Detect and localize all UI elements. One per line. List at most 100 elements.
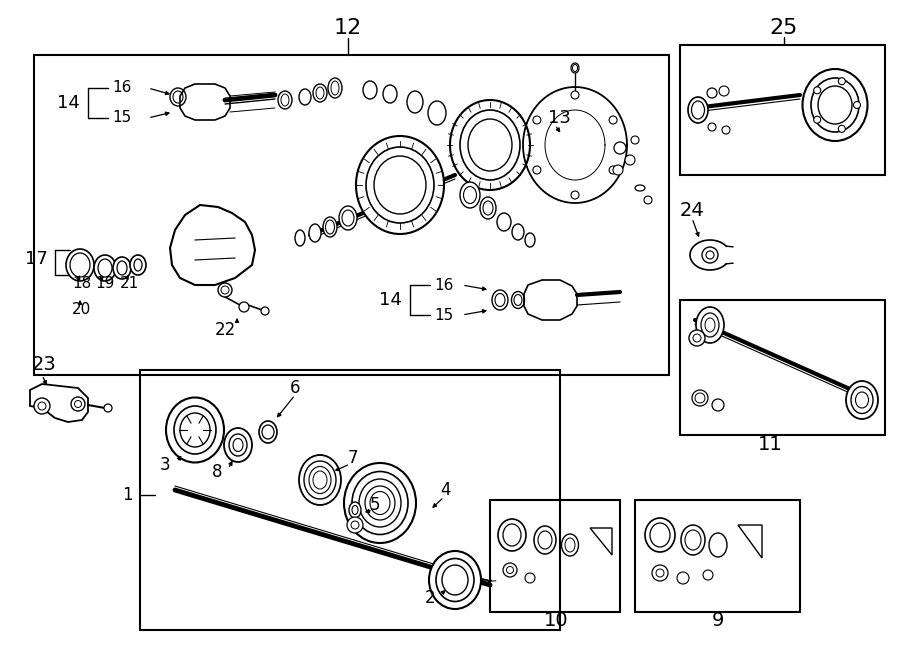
Ellipse shape: [356, 136, 444, 234]
Ellipse shape: [407, 91, 423, 113]
Ellipse shape: [331, 81, 339, 95]
Circle shape: [104, 404, 112, 412]
Ellipse shape: [323, 217, 337, 237]
Ellipse shape: [342, 210, 354, 226]
Text: 24: 24: [680, 200, 705, 219]
Ellipse shape: [304, 461, 336, 499]
Circle shape: [34, 398, 50, 414]
Ellipse shape: [450, 100, 530, 190]
Ellipse shape: [691, 101, 705, 119]
Ellipse shape: [856, 392, 868, 408]
Ellipse shape: [370, 492, 390, 514]
Text: 9: 9: [712, 611, 724, 629]
Ellipse shape: [525, 233, 535, 247]
Ellipse shape: [442, 565, 468, 595]
Ellipse shape: [117, 261, 127, 275]
Ellipse shape: [851, 387, 873, 414]
Ellipse shape: [572, 65, 578, 71]
Circle shape: [75, 401, 82, 407]
Ellipse shape: [359, 479, 401, 527]
Ellipse shape: [374, 156, 426, 214]
Text: 18: 18: [72, 276, 91, 290]
Circle shape: [38, 402, 46, 410]
Ellipse shape: [534, 526, 556, 554]
Ellipse shape: [363, 81, 377, 99]
Text: 15: 15: [112, 110, 131, 126]
Circle shape: [507, 566, 514, 574]
Text: 20: 20: [72, 303, 91, 317]
Circle shape: [689, 330, 705, 346]
Ellipse shape: [166, 397, 224, 463]
Text: 11: 11: [758, 436, 782, 455]
Circle shape: [614, 142, 626, 154]
Circle shape: [706, 251, 714, 259]
Circle shape: [702, 247, 718, 263]
Ellipse shape: [130, 255, 146, 275]
Circle shape: [71, 397, 85, 411]
Circle shape: [693, 334, 701, 342]
Text: 4: 4: [440, 481, 451, 499]
Ellipse shape: [180, 413, 210, 447]
Text: 3: 3: [159, 456, 170, 474]
Circle shape: [261, 307, 269, 315]
Circle shape: [221, 286, 229, 294]
Ellipse shape: [562, 534, 579, 556]
Ellipse shape: [571, 63, 579, 73]
Ellipse shape: [309, 467, 331, 494]
Circle shape: [712, 399, 724, 411]
Ellipse shape: [326, 220, 335, 234]
Circle shape: [609, 116, 617, 124]
Ellipse shape: [98, 259, 112, 277]
Circle shape: [652, 565, 668, 581]
Ellipse shape: [464, 186, 476, 204]
Ellipse shape: [278, 91, 292, 109]
Circle shape: [613, 165, 623, 175]
Bar: [490, 500, 620, 612]
Bar: [34, 55, 669, 375]
Ellipse shape: [497, 213, 511, 231]
Ellipse shape: [688, 97, 708, 123]
Ellipse shape: [70, 253, 90, 277]
Circle shape: [218, 283, 232, 297]
Ellipse shape: [233, 438, 243, 451]
Circle shape: [533, 116, 541, 124]
Ellipse shape: [696, 307, 724, 343]
Ellipse shape: [514, 295, 522, 305]
Ellipse shape: [709, 533, 727, 557]
Text: 7: 7: [348, 449, 358, 467]
Text: 25: 25: [770, 18, 798, 38]
Ellipse shape: [170, 88, 186, 106]
Ellipse shape: [352, 471, 408, 535]
Ellipse shape: [328, 78, 342, 98]
Text: 19: 19: [95, 276, 114, 290]
Circle shape: [677, 572, 689, 584]
Circle shape: [719, 86, 729, 96]
Ellipse shape: [846, 381, 878, 419]
Ellipse shape: [512, 224, 524, 240]
Circle shape: [703, 570, 713, 580]
Circle shape: [609, 166, 617, 174]
Text: 23: 23: [32, 356, 57, 375]
Ellipse shape: [483, 201, 493, 215]
Bar: [680, 300, 885, 435]
Ellipse shape: [316, 87, 324, 99]
Text: 14: 14: [379, 291, 402, 309]
Ellipse shape: [366, 147, 434, 223]
Ellipse shape: [262, 425, 274, 439]
Ellipse shape: [685, 530, 701, 550]
Circle shape: [708, 123, 716, 131]
Ellipse shape: [349, 502, 361, 518]
Ellipse shape: [299, 455, 341, 505]
Ellipse shape: [134, 259, 142, 271]
Ellipse shape: [460, 110, 520, 180]
Ellipse shape: [259, 421, 277, 443]
Ellipse shape: [383, 85, 397, 103]
Ellipse shape: [818, 86, 852, 124]
Ellipse shape: [365, 486, 395, 520]
Circle shape: [351, 521, 359, 529]
Circle shape: [722, 126, 730, 134]
Circle shape: [644, 196, 652, 204]
Circle shape: [656, 569, 664, 577]
Ellipse shape: [66, 249, 94, 281]
Circle shape: [347, 517, 363, 533]
